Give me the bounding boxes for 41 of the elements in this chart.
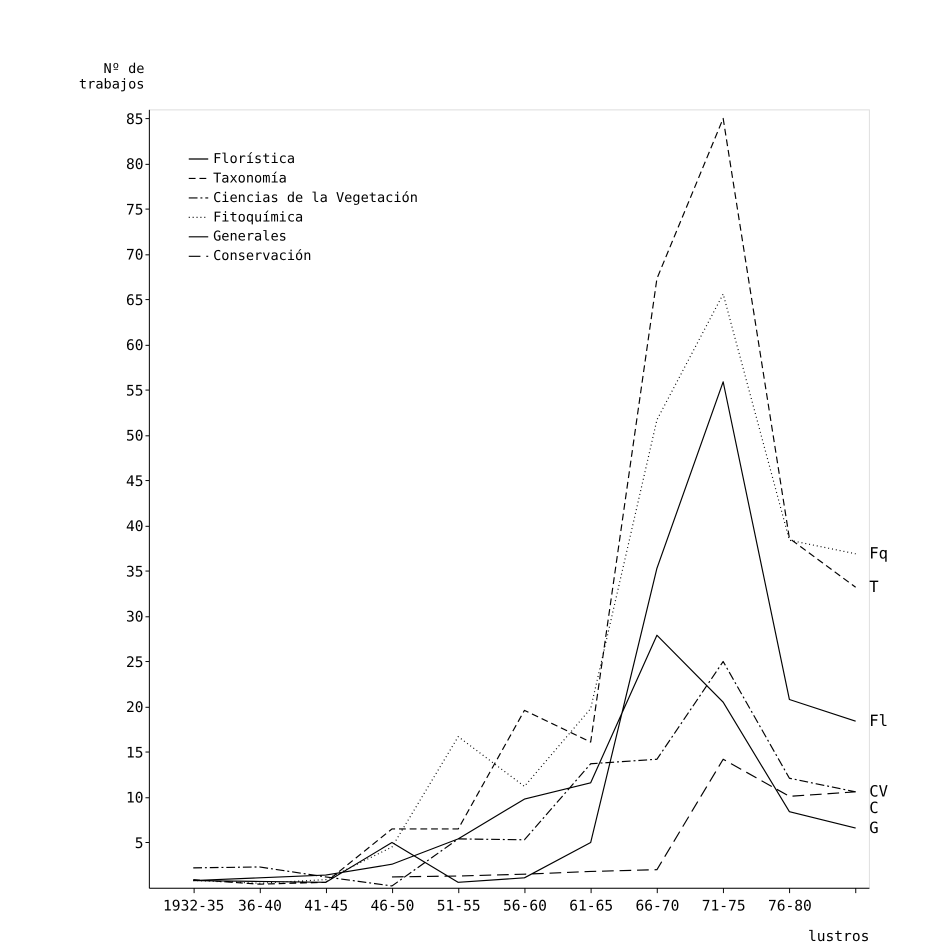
x-tick-label: 36-40: [238, 898, 282, 915]
y-tick-label: 15: [126, 744, 144, 762]
y-tick-label: 10: [126, 790, 144, 807]
y-tick-label: 50: [126, 428, 144, 445]
y-tick-label: 65: [126, 292, 144, 309]
y-tick-label: 60: [126, 337, 144, 354]
annotation: G: [869, 818, 879, 837]
x-tick-label: 71-75: [702, 898, 746, 915]
legend-label: Conservación: [213, 248, 312, 264]
y-tick-label: 25: [126, 654, 144, 671]
y-tick-label: 20: [126, 699, 144, 716]
legend-label: Ciencias de la Vegetación: [213, 190, 418, 206]
x-tick-label: 76-80: [768, 898, 812, 915]
y-tick-label: 85: [126, 110, 144, 128]
y-axis-title: Nº de trabajos: [78, 60, 144, 92]
annotation: Fq: [869, 544, 888, 563]
legend-label: Fitoquímica: [213, 209, 304, 226]
x-tick-label: 41-45: [304, 898, 348, 915]
y-tick-label: 5: [134, 834, 144, 852]
legend-label: Generales: [213, 228, 287, 245]
x-tick-label: 56-60: [502, 898, 547, 915]
y-tick-label: 80: [126, 156, 144, 174]
y-tick-label: 70: [126, 246, 144, 264]
annotation: C: [869, 799, 879, 818]
annotation: Fl: [869, 712, 888, 730]
y-tick-label: 75: [126, 201, 144, 218]
y-tick-label: 40: [126, 518, 144, 536]
x-tick-label: 1932-35: [163, 898, 224, 915]
x-tick-label: 66-70: [635, 898, 680, 915]
y-tick-label: 35: [126, 563, 144, 580]
legend-label: Florística: [213, 150, 296, 167]
x-tick-label: 61-65: [569, 898, 614, 915]
x-tick-label: 51-55: [436, 898, 481, 915]
y-tick-label: 45: [126, 472, 144, 490]
y-tick-label: 30: [126, 608, 144, 626]
y-tick-label: 55: [126, 382, 144, 400]
x-axis-title: lustros: [808, 928, 870, 945]
legend-label: Taxonomía: [213, 170, 287, 186]
annotation: CV: [869, 782, 888, 801]
annotation: T: [869, 578, 879, 596]
x-tick-label: 46-50: [370, 898, 414, 915]
